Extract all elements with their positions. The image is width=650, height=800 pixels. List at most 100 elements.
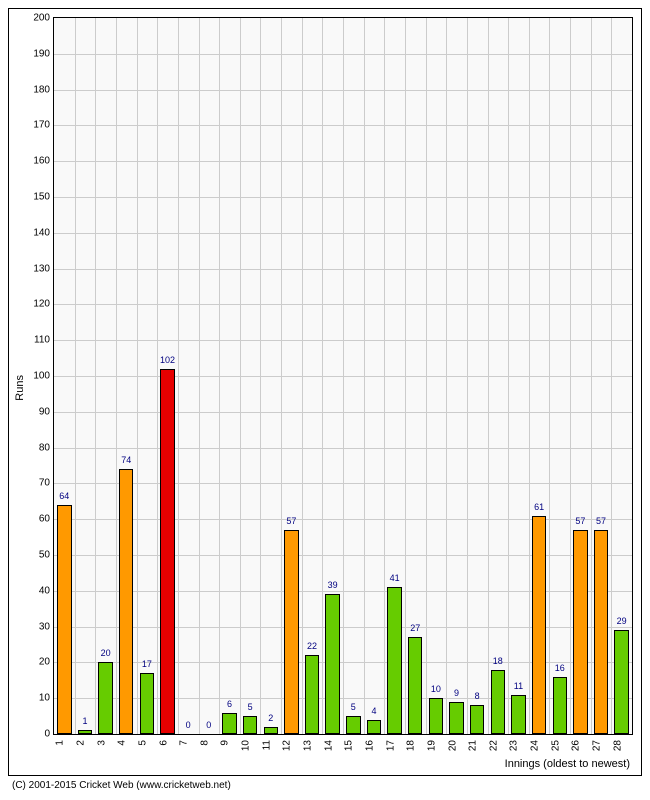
bar [594, 530, 608, 734]
y-tick-label: 0 [10, 729, 50, 740]
bar-value-label: 2 [268, 713, 273, 723]
gridline-v [137, 18, 138, 734]
bar-value-label: 0 [206, 720, 211, 730]
y-tick-label: 160 [10, 156, 50, 167]
y-tick-label: 80 [10, 442, 50, 453]
gridline-v [488, 18, 489, 734]
x-tick-label: 25 [550, 740, 561, 751]
gridline-v [95, 18, 96, 734]
bar [119, 469, 133, 734]
x-tick-label: 26 [571, 740, 582, 751]
gridline-v [302, 18, 303, 734]
x-tick-label: 11 [261, 740, 272, 750]
gridline-v [508, 18, 509, 734]
bar-value-label: 102 [160, 355, 175, 365]
bar [491, 670, 505, 734]
bar [78, 730, 92, 734]
gridline-v [611, 18, 612, 734]
bar-value-label: 20 [101, 648, 111, 658]
bar [243, 716, 257, 734]
bar-value-label: 41 [390, 573, 400, 583]
x-tick-label: 1 [55, 740, 66, 746]
x-tick-label: 13 [303, 740, 314, 751]
gridline-v [240, 18, 241, 734]
x-tick-label: 20 [447, 740, 458, 751]
y-tick-label: 200 [10, 13, 50, 24]
gridline-v [529, 18, 530, 734]
gridline-v [405, 18, 406, 734]
x-tick-label: 28 [612, 740, 623, 751]
bar-value-label: 5 [351, 702, 356, 712]
y-tick-label: 50 [10, 550, 50, 561]
bar-value-label: 27 [410, 623, 420, 633]
gridline-v [116, 18, 117, 734]
x-tick-label: 5 [137, 740, 148, 746]
y-tick-label: 130 [10, 263, 50, 274]
gridline-v [219, 18, 220, 734]
bar-value-label: 57 [286, 516, 296, 526]
bar-value-label: 9 [454, 688, 459, 698]
x-tick-label: 8 [199, 740, 210, 746]
y-tick-label: 10 [10, 693, 50, 704]
copyright-text: (C) 2001-2015 Cricket Web (www.cricketwe… [12, 780, 231, 791]
y-tick-label: 120 [10, 299, 50, 310]
bar-value-label: 16 [555, 663, 565, 673]
x-tick-label: 7 [179, 740, 190, 746]
bar [325, 594, 339, 734]
bar [511, 695, 525, 734]
bar [264, 727, 278, 734]
bar [532, 516, 546, 734]
x-tick-label: 18 [406, 740, 417, 751]
bar-value-label: 39 [328, 580, 338, 590]
x-tick-label: 2 [75, 740, 86, 746]
bar [573, 530, 587, 734]
bar-value-label: 10 [431, 684, 441, 694]
x-tick-label: 9 [220, 740, 231, 746]
x-tick-label: 10 [241, 740, 252, 751]
bar [470, 705, 484, 734]
gridline-v [157, 18, 158, 734]
y-tick-label: 180 [10, 84, 50, 95]
x-tick-label: 23 [509, 740, 520, 751]
bar-value-label: 29 [617, 616, 627, 626]
bar-value-label: 57 [575, 516, 585, 526]
x-tick-label: 17 [385, 740, 396, 751]
bar-value-label: 8 [475, 691, 480, 701]
bar-value-label: 11 [514, 681, 523, 691]
y-tick-label: 190 [10, 48, 50, 59]
bar [553, 677, 567, 734]
bar [98, 662, 112, 734]
x-tick-label: 4 [117, 740, 128, 746]
bar [160, 369, 174, 734]
gridline-v [199, 18, 200, 734]
y-tick-label: 170 [10, 120, 50, 131]
gridline-v [178, 18, 179, 734]
bar [387, 587, 401, 734]
bar [408, 637, 422, 734]
bar [305, 655, 319, 734]
x-tick-label: 21 [468, 740, 479, 751]
bar [57, 505, 71, 734]
gridline-v [260, 18, 261, 734]
y-tick-label: 60 [10, 514, 50, 525]
x-tick-label: 19 [426, 740, 437, 751]
y-tick-label: 70 [10, 478, 50, 489]
x-tick-label: 3 [96, 740, 107, 746]
x-tick-label: 15 [344, 740, 355, 751]
bar-value-label: 5 [248, 702, 253, 712]
gridline-v [75, 18, 76, 734]
bar [614, 630, 628, 734]
gridline-v [549, 18, 550, 734]
y-tick-label: 40 [10, 585, 50, 596]
bar-value-label: 74 [121, 455, 131, 465]
bar [449, 702, 463, 734]
x-tick-label: 14 [323, 740, 334, 751]
bar-value-label: 22 [307, 641, 317, 651]
gridline-v [446, 18, 447, 734]
gridline-v [467, 18, 468, 734]
bar-value-label: 61 [534, 502, 544, 512]
bar-value-label: 1 [82, 716, 87, 726]
bar [346, 716, 360, 734]
bar [429, 698, 443, 734]
x-axis-label: Innings (oldest to newest) [505, 758, 630, 770]
